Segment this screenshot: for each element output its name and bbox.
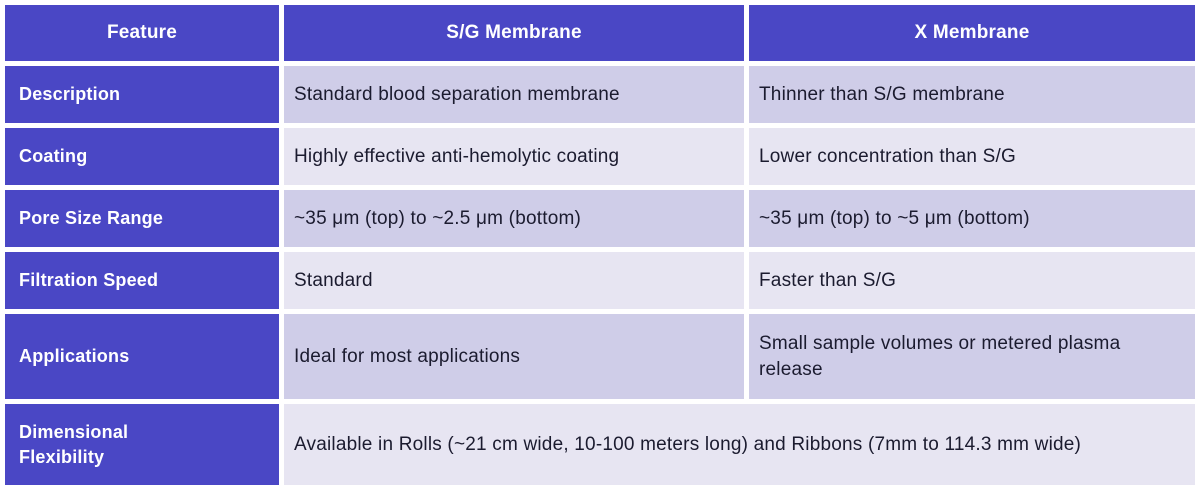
row-label-coating: Coating <box>5 128 279 185</box>
cell-coating-x: Lower concentration than S/G <box>749 128 1195 185</box>
cell-description-sg: Standard blood separation membrane <box>284 66 744 123</box>
row-label-applications: Applications <box>5 314 279 399</box>
row-label-pore-size-range: Pore Size Range <box>5 190 279 247</box>
header-cell-sg-membrane: S/G Membrane <box>284 5 744 61</box>
cell-description-x: Thinner than S/G membrane <box>749 66 1195 123</box>
header-cell-feature: Feature <box>5 5 279 61</box>
row-label-filtration-speed: Filtration Speed <box>5 252 279 309</box>
cell-pore-size-sg: ~35 μm (top) to ~2.5 μm (bottom) <box>284 190 744 247</box>
header-cell-x-membrane: X Membrane <box>749 5 1195 61</box>
cell-applications-sg: Ideal for most applications <box>284 314 744 399</box>
row-label-description: Description <box>5 66 279 123</box>
cell-applications-x: Small sample volumes or metered plasma r… <box>749 314 1195 399</box>
cell-pore-size-x: ~35 μm (top) to ~5 μm (bottom) <box>749 190 1195 247</box>
row-label-dimensional-flexibility: Dimensional Flexibility <box>5 404 279 485</box>
cell-filtration-speed-x: Faster than S/G <box>749 252 1195 309</box>
cell-dimensional-flexibility-span: Available in Rolls (~21 cm wide, 10-100 … <box>284 404 1195 485</box>
row-label-text: Dimensional Flexibility <box>19 422 129 467</box>
cell-filtration-speed-sg: Standard <box>284 252 744 309</box>
cell-coating-sg: Highly effective anti-hemolytic coating <box>284 128 744 185</box>
